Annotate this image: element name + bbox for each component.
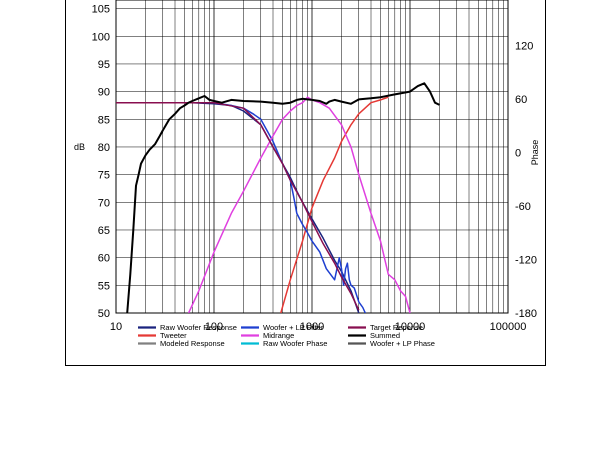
y-tick-label: 65 bbox=[98, 225, 110, 237]
axes: 50 55 60 65 70 75 80 85 90 95 100 105 -180 -120 -60 0 60… bbox=[74, 4, 540, 333]
legend-label: Modeled Response bbox=[160, 339, 225, 348]
series-layer bbox=[116, 82, 440, 313]
series-line-1 bbox=[280, 96, 389, 313]
y-tick-label: 50 bbox=[98, 308, 110, 320]
y-tick-label: 70 bbox=[98, 197, 110, 209]
series-line-0 bbox=[116, 101, 360, 313]
x-tick-label: 100000 bbox=[490, 321, 527, 333]
y-tick-label: 105 bbox=[92, 4, 110, 16]
y-tick-label: 60 bbox=[98, 253, 110, 265]
y2-tick-label: 0 bbox=[515, 148, 521, 160]
y2-tick-label: -120 bbox=[515, 255, 537, 267]
y-tick-label: 100 bbox=[92, 31, 110, 43]
legend-label: Target Reponse bbox=[370, 323, 423, 332]
series-line-3 bbox=[116, 101, 366, 313]
x-tick-label: 10000 bbox=[395, 321, 426, 333]
y-tick-label: 90 bbox=[98, 87, 110, 99]
legend-label: Raw Woofer Response bbox=[160, 323, 237, 332]
y-axis-title: dB bbox=[74, 142, 85, 152]
y2-tick-label: 60 bbox=[515, 94, 527, 106]
series-line-6 bbox=[116, 101, 360, 311]
legend-label: Woofer + LP Filter bbox=[263, 323, 324, 332]
series-line-4 bbox=[187, 96, 411, 313]
y-tick-label: 95 bbox=[98, 59, 110, 71]
legend-label: Raw Woofer Phase bbox=[263, 339, 327, 348]
y2-axis-title: Phase bbox=[530, 140, 540, 166]
legend-label: Summed bbox=[370, 331, 400, 340]
frequency-response-chart: 50 55 60 65 70 75 80 85 90 95 100 105 -180 -120 -60 0 60… bbox=[74, 0, 540, 348]
x-tick-label: 1000 bbox=[300, 321, 324, 333]
series-line-7 bbox=[126, 82, 440, 313]
legend-label: Tweeter bbox=[160, 331, 187, 340]
plot-border bbox=[115, 0, 509, 314]
y-tick-label: 80 bbox=[98, 142, 110, 154]
y-tick-label: 75 bbox=[98, 170, 110, 182]
y-tick-label: 85 bbox=[98, 114, 110, 126]
legend-label: Midrange bbox=[263, 331, 294, 340]
chart-frame: 50 55 60 65 70 75 80 85 90 95 100 105 -180 -120 -60 0 60… bbox=[65, 0, 546, 366]
y2-tick-label: 120 bbox=[515, 41, 533, 53]
y2-tick-label: -60 bbox=[515, 201, 531, 213]
grid bbox=[115, 0, 509, 314]
y2-tick-label: -180 bbox=[515, 308, 537, 320]
y-tick-label: 55 bbox=[98, 280, 110, 292]
x-tick-label: 10 bbox=[110, 321, 122, 333]
legend-label: Woofer + LP Phase bbox=[370, 339, 435, 348]
x-tick-label: 100 bbox=[205, 321, 223, 333]
